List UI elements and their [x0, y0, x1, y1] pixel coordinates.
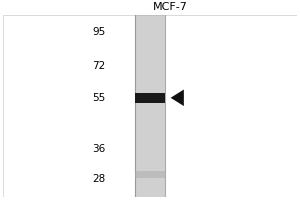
Text: 36: 36: [93, 144, 106, 154]
Bar: [135, 15, 165, 197]
Polygon shape: [171, 90, 184, 106]
Text: MCF-7: MCF-7: [153, 2, 188, 12]
Text: 28: 28: [93, 174, 106, 184]
Text: 72: 72: [93, 61, 106, 71]
Text: 55: 55: [93, 93, 106, 103]
Bar: [135, 171, 165, 178]
Bar: [135, 93, 165, 103]
Text: 95: 95: [93, 27, 106, 37]
